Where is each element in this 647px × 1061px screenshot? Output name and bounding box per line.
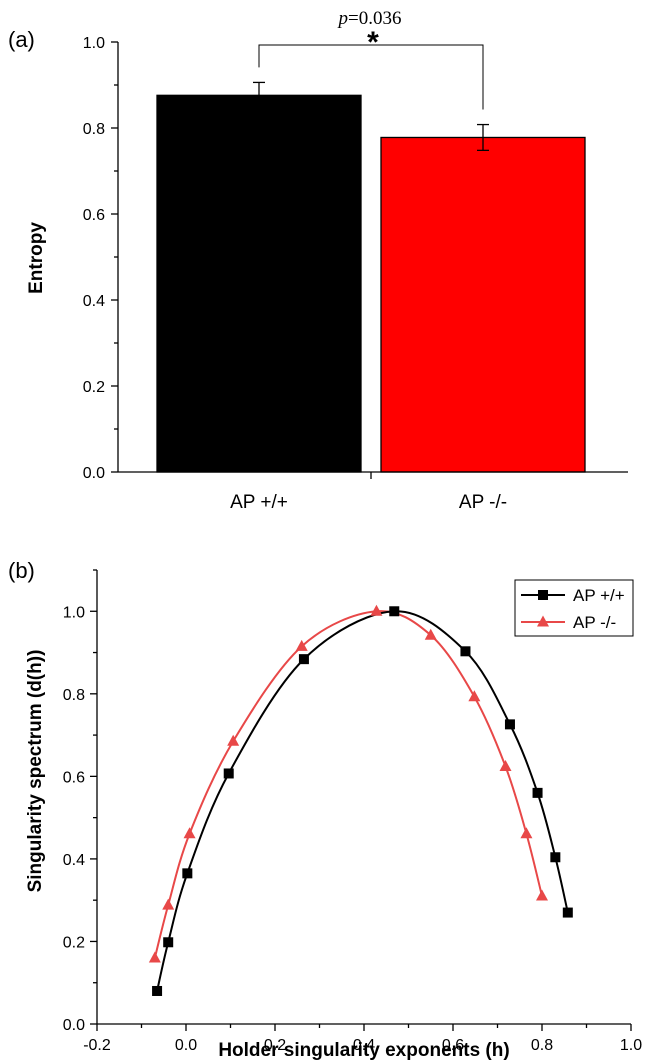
panel-b-ylabel: Singularity spectrum (d(h)) [25,650,46,893]
significance-bracket [258,44,484,110]
data-point-triangle [468,690,481,702]
data-point-square [504,719,515,730]
data-point-square [532,787,543,798]
data-point-triangle [536,889,548,901]
y-tick-label: 1.0 [83,35,105,52]
data-point-triangle [537,615,549,627]
significance-star: * [367,26,379,59]
panel-a-label: (a) [8,27,35,52]
legend-label: AP +/+ [573,586,625,605]
data-point-square [538,590,548,600]
y-tick-label: 0.2 [83,379,105,396]
x-tick-label: 0.6 [442,1037,464,1054]
series-line [156,610,569,992]
data-point-triangle [162,898,175,910]
y-tick-label: 0.0 [83,465,105,482]
panel-b-label: (b) [8,558,35,583]
data-point-square [152,985,163,996]
y-tick-label: 0.6 [83,207,105,224]
data-point-square [460,646,471,657]
p-value-label: p=0.036 [337,8,402,29]
panel-a-ylabel: Entropy [26,222,47,294]
data-point-square [389,606,400,617]
p-value: =0.036 [348,8,401,29]
series-line [153,610,543,959]
y-tick-label: 0.4 [63,852,85,869]
y-tick-label: 1.0 [63,604,85,621]
data-point-triangle [183,827,196,839]
x-tick-label: 0.2 [264,1037,286,1054]
legend: AP +/+ AP -/- [514,579,634,637]
y-tick-label: 0.6 [63,769,85,786]
x-category-label: AP +/+ [230,492,288,513]
data-point-triangle [295,639,308,651]
x-category-label: AP -/- [459,492,507,513]
data-point-triangle [499,759,512,771]
data-point-triangle [227,734,240,746]
x-tick-label: 0.4 [353,1037,375,1054]
y-tick-label: 0.4 [83,293,105,310]
panel-b-xlabel: Holder singularity exponents (h) [218,1040,509,1061]
data-point-square [163,937,174,948]
data-point-square [182,868,193,879]
data-point-square [298,654,309,665]
x-tick-label: 0.0 [175,1037,197,1054]
panel-b: (b) Singularity spectrum (d(h)) Holder s… [8,558,642,1061]
bar [380,136,586,473]
x-tick-label: 0.8 [531,1037,553,1054]
x-tick-label: 1.0 [620,1037,642,1054]
p-label: p [337,8,349,29]
y-tick-label: 0.8 [63,687,85,704]
panel-a: (a) Entropy 0.0 0.2 0.4 0.6 0.8 1.0 AP +/+ AP … [8,8,628,513]
data-point-triangle [520,827,533,839]
legend-box [514,579,634,637]
y-tick-label: 0.0 [63,1017,85,1034]
data-point-triangle [148,951,161,963]
bar [156,94,362,473]
y-tick-label: 0.2 [63,934,85,951]
data-point-square [550,852,561,863]
data-point-triangle [424,628,437,640]
legend-label: AP -/- [573,613,616,632]
y-tick-label: 0.8 [83,121,105,138]
data-point-square [562,907,573,918]
x-tick-label: -0.2 [83,1037,111,1054]
data-point-triangle [370,604,383,616]
data-point-square [223,768,234,779]
